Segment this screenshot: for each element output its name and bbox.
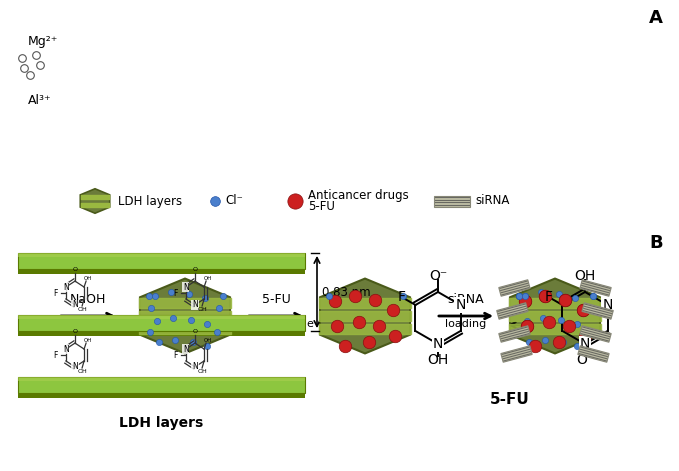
Text: N: N — [433, 337, 443, 351]
Text: N: N — [580, 337, 590, 351]
Text: 5-FU: 5-FU — [308, 201, 335, 213]
FancyBboxPatch shape — [18, 253, 305, 257]
Text: O⁻: O⁻ — [429, 269, 447, 283]
Text: F: F — [54, 350, 58, 359]
Text: F: F — [398, 290, 405, 304]
FancyBboxPatch shape — [499, 326, 530, 342]
FancyBboxPatch shape — [18, 315, 305, 319]
Text: OH: OH — [204, 338, 213, 342]
Text: OH: OH — [77, 308, 87, 312]
Polygon shape — [140, 278, 230, 353]
Text: Al³⁺: Al³⁺ — [28, 95, 52, 107]
Text: N: N — [63, 283, 69, 292]
FancyBboxPatch shape — [18, 377, 305, 393]
Text: LDH layers: LDH layers — [119, 416, 203, 430]
Text: Cl⁻: Cl⁻ — [225, 195, 243, 208]
FancyBboxPatch shape — [18, 253, 305, 269]
FancyBboxPatch shape — [580, 326, 611, 342]
Text: Anticancer drugs: Anticancer drugs — [308, 188, 409, 202]
Polygon shape — [510, 278, 600, 353]
FancyBboxPatch shape — [582, 303, 613, 319]
Text: OH: OH — [197, 369, 207, 374]
Text: F: F — [173, 350, 178, 359]
Polygon shape — [320, 278, 410, 353]
FancyBboxPatch shape — [578, 346, 609, 362]
FancyBboxPatch shape — [499, 280, 530, 296]
Polygon shape — [80, 189, 110, 213]
FancyBboxPatch shape — [580, 280, 611, 296]
Text: F: F — [173, 289, 178, 298]
Text: OH: OH — [197, 308, 207, 312]
Text: N: N — [72, 362, 78, 372]
FancyBboxPatch shape — [18, 269, 305, 274]
Text: OH: OH — [84, 338, 92, 342]
FancyBboxPatch shape — [18, 331, 305, 336]
Text: B: B — [649, 234, 663, 252]
Text: N: N — [72, 300, 78, 309]
Text: O: O — [73, 329, 77, 333]
Text: 0.83 nm: 0.83 nm — [322, 285, 371, 299]
Text: F: F — [54, 289, 58, 298]
Text: Ion exchange: Ion exchange — [238, 319, 314, 329]
FancyBboxPatch shape — [18, 393, 305, 398]
Text: N: N — [456, 298, 466, 312]
FancyBboxPatch shape — [18, 315, 305, 331]
Text: O: O — [73, 267, 77, 272]
Text: A: A — [649, 9, 663, 27]
Text: OH: OH — [427, 353, 449, 367]
Text: O: O — [193, 329, 198, 333]
FancyBboxPatch shape — [18, 377, 305, 381]
Text: N: N — [63, 345, 69, 354]
Text: O⁻: O⁻ — [576, 353, 594, 367]
Text: siRNA: siRNA — [447, 293, 484, 306]
Text: 5-FU: 5-FU — [261, 293, 291, 306]
Text: OH: OH — [204, 276, 213, 281]
Text: 5-FU: 5-FU — [490, 391, 530, 406]
Text: N: N — [192, 300, 198, 309]
FancyBboxPatch shape — [497, 303, 528, 319]
Text: Mg²⁺: Mg²⁺ — [28, 34, 58, 48]
Text: NaOH: NaOH — [70, 293, 106, 306]
Text: N: N — [183, 345, 189, 354]
Text: F: F — [545, 290, 553, 304]
Text: N: N — [602, 298, 612, 312]
FancyBboxPatch shape — [501, 346, 532, 362]
Text: siRNA: siRNA — [475, 195, 509, 208]
Text: N: N — [183, 283, 189, 292]
Text: LDH layers: LDH layers — [118, 195, 182, 208]
FancyBboxPatch shape — [434, 195, 470, 206]
Text: OH: OH — [574, 269, 595, 283]
Text: O: O — [193, 267, 198, 272]
Text: OH: OH — [77, 369, 87, 374]
Text: OH: OH — [84, 276, 92, 281]
Text: loading: loading — [445, 319, 487, 329]
Text: N: N — [192, 362, 198, 372]
